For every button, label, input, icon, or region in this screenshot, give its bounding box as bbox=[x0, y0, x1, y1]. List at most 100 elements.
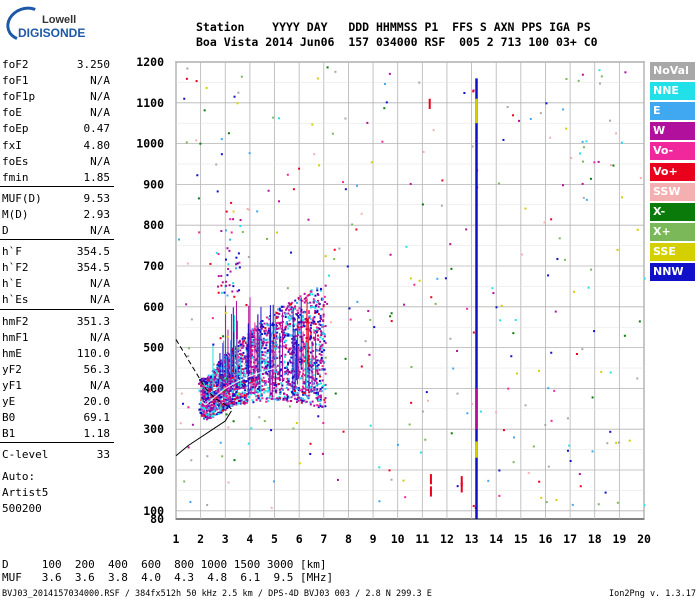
echo-point bbox=[214, 407, 217, 410]
echo-point bbox=[320, 354, 323, 357]
echo-point bbox=[217, 368, 220, 371]
echo-point bbox=[234, 398, 237, 401]
echo-point bbox=[312, 306, 315, 309]
echo-point bbox=[228, 378, 231, 381]
echo-point bbox=[275, 331, 278, 334]
echo-point bbox=[313, 388, 316, 391]
legend-item: SSE bbox=[650, 242, 695, 261]
echo-point bbox=[225, 391, 228, 394]
echo-point bbox=[320, 396, 323, 399]
echo-point bbox=[220, 396, 223, 399]
echo-point bbox=[240, 360, 243, 363]
echo-point bbox=[287, 349, 290, 352]
noise-point bbox=[524, 207, 527, 210]
echo-point bbox=[297, 387, 300, 390]
noise-point bbox=[404, 496, 407, 499]
echo-point bbox=[280, 368, 283, 371]
echo-point bbox=[251, 342, 254, 345]
echo-point bbox=[201, 385, 204, 388]
echo-point bbox=[266, 356, 269, 359]
echo-point bbox=[237, 382, 240, 385]
noise-point bbox=[235, 263, 238, 266]
echo-point bbox=[290, 308, 293, 311]
echo-point bbox=[234, 368, 237, 371]
echo-point bbox=[255, 365, 258, 368]
echo-point bbox=[289, 314, 292, 317]
echo-point bbox=[261, 319, 264, 322]
noise-point bbox=[566, 417, 569, 420]
echo-point bbox=[300, 377, 303, 380]
echo-point bbox=[220, 386, 223, 389]
echo-point bbox=[291, 364, 294, 367]
noise-point bbox=[616, 248, 619, 251]
noise-point bbox=[311, 123, 314, 126]
echo-point bbox=[204, 377, 207, 380]
echo-point bbox=[212, 392, 215, 395]
echo-point bbox=[320, 359, 323, 362]
noise-point bbox=[636, 228, 639, 231]
echo-point bbox=[207, 398, 210, 401]
echo-point bbox=[275, 377, 278, 380]
echo-point bbox=[315, 377, 318, 380]
noise-point bbox=[606, 442, 609, 445]
echo-point bbox=[284, 314, 287, 317]
noise-point bbox=[554, 310, 557, 313]
echo-point bbox=[251, 331, 254, 334]
echo-point bbox=[207, 414, 210, 417]
echo-point bbox=[286, 399, 289, 402]
echo-point bbox=[227, 387, 230, 390]
noise-point bbox=[430, 296, 433, 299]
noise-point bbox=[510, 355, 513, 358]
echo-point bbox=[282, 397, 285, 400]
echo-point bbox=[222, 406, 225, 409]
echo-point bbox=[262, 341, 265, 344]
noise-point bbox=[338, 247, 341, 250]
echo-point bbox=[202, 379, 205, 382]
param-separator bbox=[0, 442, 114, 444]
echo-point bbox=[236, 403, 239, 406]
echo-point bbox=[228, 393, 231, 396]
echo-point bbox=[215, 404, 218, 407]
echo-point bbox=[318, 368, 321, 371]
noise-point bbox=[502, 429, 505, 432]
noise-point bbox=[220, 230, 223, 233]
noise-point bbox=[389, 253, 392, 256]
echo-point bbox=[201, 408, 204, 411]
noise-point bbox=[500, 304, 503, 307]
echo-point bbox=[291, 341, 294, 344]
echo-point bbox=[302, 324, 305, 327]
noise-point bbox=[219, 405, 222, 408]
echo-point bbox=[295, 401, 298, 404]
noise-point bbox=[609, 119, 612, 122]
echo-point bbox=[287, 377, 290, 380]
noise-point bbox=[179, 422, 182, 425]
echo-point bbox=[323, 295, 326, 298]
noise-point bbox=[185, 141, 188, 144]
noise-point bbox=[547, 274, 550, 277]
echo-point bbox=[299, 399, 302, 402]
echo-point bbox=[217, 361, 220, 364]
echo-point bbox=[207, 374, 210, 377]
echo-point bbox=[252, 331, 255, 334]
echo-point bbox=[266, 351, 269, 354]
echo-point bbox=[275, 356, 278, 359]
echo-point bbox=[209, 391, 212, 394]
echo-point bbox=[202, 412, 205, 415]
echo-point bbox=[307, 367, 310, 370]
echo-point bbox=[268, 395, 271, 398]
noise-point bbox=[521, 253, 524, 256]
echo-point bbox=[202, 407, 205, 410]
echo-point bbox=[319, 345, 322, 348]
noise-point bbox=[434, 302, 437, 305]
echo-point bbox=[303, 301, 306, 304]
echo-point bbox=[257, 377, 260, 380]
auto-scaling-line2: Artist5 bbox=[2, 486, 49, 500]
echo-point bbox=[317, 313, 320, 316]
noise-point bbox=[286, 287, 289, 290]
param-row: D N/A bbox=[2, 224, 110, 238]
echo-point bbox=[212, 406, 215, 409]
echo-point bbox=[264, 361, 267, 364]
noise-point bbox=[479, 410, 482, 413]
echo-point bbox=[244, 363, 247, 366]
echo-point bbox=[260, 361, 263, 364]
